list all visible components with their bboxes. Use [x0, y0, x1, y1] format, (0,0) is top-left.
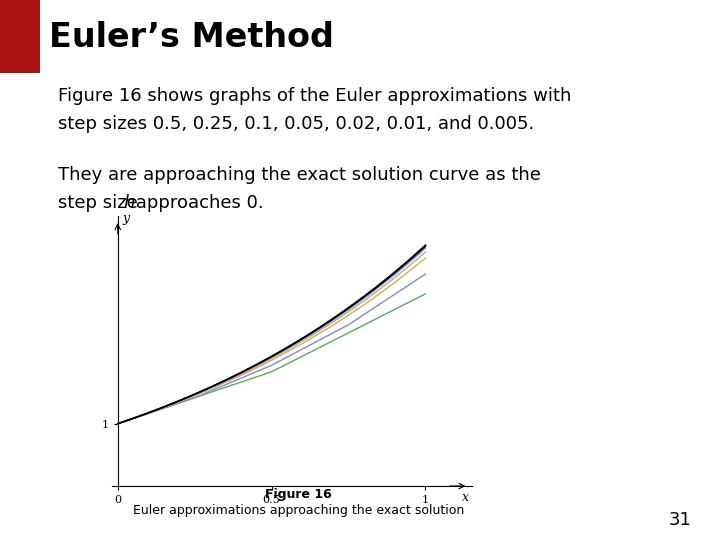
Text: Figure 16 shows graphs of the Euler approximations with: Figure 16 shows graphs of the Euler appr…	[58, 87, 571, 105]
Bar	[0, 0, 40, 73]
Text: Euler’s Method: Euler’s Method	[49, 22, 334, 55]
Text: Euler approximations approaching the exact solution: Euler approximations approaching the exa…	[133, 504, 464, 517]
Text: h: h	[123, 194, 135, 212]
Text: step sizes 0.5, 0.25, 0.1, 0.05, 0.02, 0.01, and 0.005.: step sizes 0.5, 0.25, 0.1, 0.05, 0.02, 0…	[58, 115, 534, 133]
Text: approaches 0.: approaches 0.	[130, 194, 264, 212]
Text: 31: 31	[668, 511, 691, 529]
Text: x: x	[462, 491, 469, 504]
Text: step size: step size	[58, 194, 143, 212]
Text: They are approaching the exact solution curve as the: They are approaching the exact solution …	[58, 166, 541, 184]
Text: y: y	[122, 212, 130, 225]
Text: Figure 16: Figure 16	[266, 488, 332, 501]
